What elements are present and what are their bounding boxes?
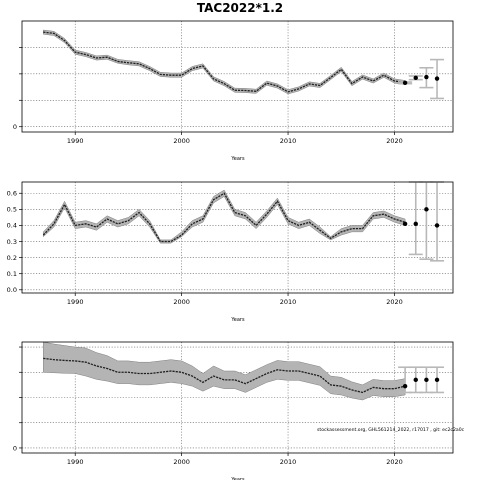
projection-point: [413, 221, 418, 227]
y-tick-label: 0.3: [7, 238, 17, 246]
y-tick-label: 0: [13, 123, 17, 131]
x-tick-label: 2010: [280, 137, 297, 145]
x-tick-label: 2000: [173, 298, 190, 306]
y-tick-label: 0.1: [7, 270, 17, 278]
y-tick-label: 0.2: [7, 254, 17, 262]
x-axis-label: Years: [230, 477, 245, 480]
axes-frame: [21, 20, 454, 133]
confidence-band: [43, 189, 406, 244]
x-tick-label: 2020: [386, 298, 403, 306]
x-tick-label: 2000: [173, 458, 190, 466]
y-tick-label: 0.4: [7, 222, 17, 230]
median-line: [43, 31, 406, 93]
median-line: [43, 357, 406, 394]
median-line: [42, 192, 406, 243]
x-axis-label: Years: [230, 156, 245, 162]
axes-frame: [21, 181, 454, 294]
middle-panel: 1990 2000 2010 2020 0.0 0.1 0.2 0.3 0.4 0.5 0.6 Yea…: [7, 181, 454, 323]
y-tick-label: 0: [13, 444, 17, 452]
projection-point: [424, 74, 429, 80]
x-tick-label: 2020: [386, 458, 403, 466]
figure-title: TAC2022*1.2: [196, 1, 284, 15]
projection-point: [424, 377, 429, 383]
projection-point: [424, 207, 429, 212]
x-tick-label: 2020: [386, 137, 403, 145]
bottom-panel: 1990 2000 2010 2020 0 Years stockassessment.or…: [13, 341, 465, 480]
y-tick-label: 0.6: [7, 190, 17, 198]
y-tick-label: 0.0: [7, 286, 17, 294]
x-axis-label: Years: [230, 317, 245, 323]
x-tick-label: 1990: [67, 458, 84, 466]
x-tick-label: 2000: [173, 137, 190, 145]
x-tick-label: 2010: [280, 298, 297, 306]
projection-point: [434, 76, 440, 81]
projection-point: [402, 221, 408, 227]
projection-point: [402, 80, 408, 86]
projection-point: [434, 377, 440, 383]
projection-point: [434, 223, 440, 228]
projection-point: [402, 383, 408, 389]
top-panel: 1990 2000 2010 2020 0 Years: [13, 20, 454, 162]
projection-point: [413, 377, 418, 383]
source-annotation: stockassessment.org, GHL561214_2022, r17…: [317, 427, 465, 433]
projection-point: [413, 75, 418, 81]
x-tick-label: 1990: [67, 298, 84, 306]
confidence-band: [43, 341, 406, 401]
x-tick-label: 2010: [280, 458, 297, 466]
y-tick-label: 0.5: [7, 206, 17, 214]
x-tick-label: 1990: [67, 137, 84, 145]
